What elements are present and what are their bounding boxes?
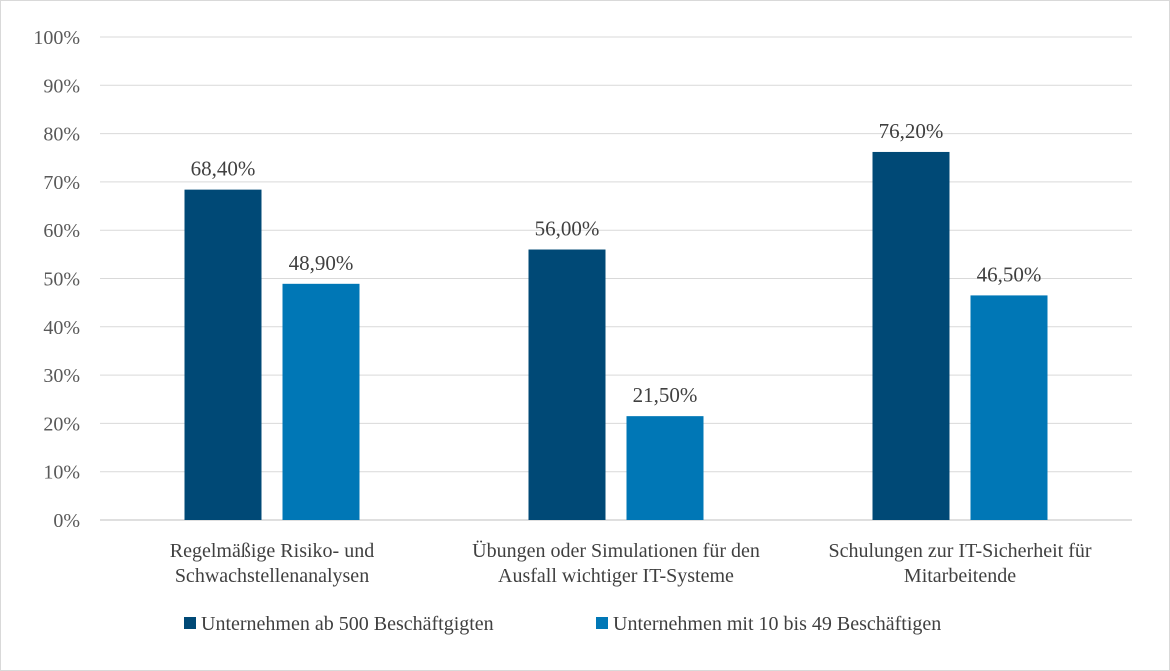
data-label-series1-cat2: 56,00% (535, 217, 600, 241)
category-label-3-line-2: Mitarbeitende (904, 565, 1016, 587)
y-tick-label-70: 70% (43, 172, 80, 194)
y-tick-label-60: 60% (43, 220, 80, 242)
legend-label-series2: Unternehmen mit 10 bis 49 Beschäftigen (613, 613, 941, 635)
data-label-series2-cat3: 46,50% (977, 262, 1042, 286)
bars (184, 151, 1048, 521)
data-label-series2-cat2: 21,50% (633, 383, 698, 407)
bar-series1-cat1 (184, 189, 262, 521)
y-tick-label-50: 50% (43, 269, 80, 291)
legend-swatch-series2 (596, 617, 608, 629)
y-axis-ticks: 0% 10% 20% 30% 40% 50% 60% 70% 80% 90% 100% (33, 27, 80, 532)
category-label-1-line-1: Regelmäßige Risiko- und (170, 540, 374, 562)
gridlines (100, 36, 1132, 521)
bar-series2-cat2 (626, 416, 704, 520)
category-label-3-line-1: Schulungen zur IT-Sicherheit für (828, 540, 1091, 562)
y-tick-label-20: 20% (43, 413, 80, 435)
bar-series1-cat2 (528, 249, 606, 520)
bar-series2-cat3 (970, 295, 1048, 520)
y-tick-label-0: 0% (53, 510, 80, 532)
y-tick-label-100: 100% (33, 27, 80, 49)
category-label-2-line-2: Ausfall wichtiger IT-Systeme (498, 565, 734, 587)
legend-label-series1: Unternehmen ab 500 Beschäftgigten (201, 613, 494, 635)
category-labels: Regelmäßige Risiko- und Schwachstellenana… (170, 539, 1092, 587)
data-label-series2-cat1: 48,90% (289, 251, 354, 275)
category-label-2-line-1: Übungen oder Simulationen für den (472, 539, 760, 562)
legend: Unternehmen ab 500 Beschäftgigten Unterne… (184, 613, 941, 635)
y-tick-label-90: 90% (43, 75, 80, 97)
legend-swatch-series1 (184, 617, 196, 629)
y-tick-label-10: 10% (43, 462, 80, 484)
bar-series1-cat3 (872, 151, 950, 521)
y-tick-label-40: 40% (43, 317, 80, 339)
category-label-1-line-2: Schwachstellenanalysen (175, 565, 369, 587)
data-label-series1-cat1: 68,40% (191, 157, 256, 181)
data-labels: 68,40% 48,90% 56,00% 21,50% 76,20% 46,50% (191, 119, 1042, 407)
data-label-series1-cat3: 76,20% (879, 119, 944, 143)
bar-series2-cat1 (282, 283, 360, 520)
y-tick-label-80: 80% (43, 124, 80, 146)
y-tick-label-30: 30% (43, 365, 80, 387)
